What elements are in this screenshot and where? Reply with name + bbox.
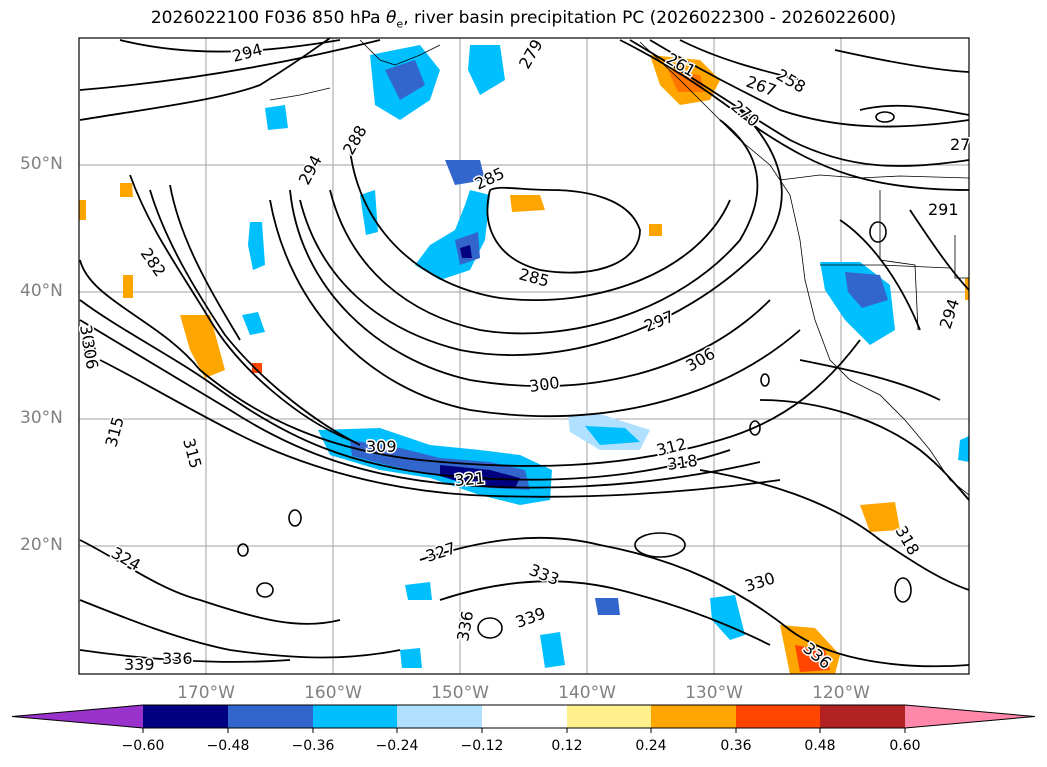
contour-label: 321 <box>454 468 486 490</box>
contour-label: 27 <box>950 135 970 154</box>
title-rest: , river basin precipitation PC (20260223… <box>403 8 897 28</box>
map-title: 2026022100 F036 850 hPa θe, river basin … <box>0 8 1047 30</box>
colorbar-bin <box>313 705 397 728</box>
colorbar-extend-low <box>12 705 143 728</box>
graticule <box>79 38 969 674</box>
colorbar-bin <box>651 705 736 728</box>
theta-e-contours <box>79 38 969 668</box>
colorbar-tick-label: 0.60 <box>889 738 921 754</box>
contour-label: 309 <box>366 437 397 456</box>
title-symbol: θ <box>386 8 397 28</box>
colorbar-bin <box>736 705 820 728</box>
colorbar-extend-high <box>905 705 1035 728</box>
colorbar-tick-label: 0.48 <box>804 738 836 754</box>
title-subscript: e <box>396 17 404 31</box>
lon-label-130w: 130°W <box>685 683 743 703</box>
lat-label-50n: 50°N <box>20 154 63 174</box>
colorbar-bin <box>228 705 313 728</box>
colorbar-tick-label: 0.36 <box>720 738 752 754</box>
colorbar-tick-label: −0.48 <box>206 738 250 754</box>
lon-label-150w: 150°W <box>431 683 489 703</box>
colorbar-tick-label: −0.12 <box>460 738 504 754</box>
lon-label-170w: 170°W <box>177 683 235 703</box>
colorbar-bin <box>567 705 651 728</box>
map-frame <box>78 37 970 675</box>
lat-label-40n: 40°N <box>20 281 63 301</box>
colorbar-bin <box>482 705 567 728</box>
small-contour-cells <box>237 111 912 639</box>
colorbar-tick-label: −0.36 <box>291 738 335 754</box>
lon-label-120w: 120°W <box>812 683 870 703</box>
colorbar <box>11 704 1036 733</box>
title-main: 2026022100 F036 850 hPa <box>150 8 386 28</box>
colorbar-bin <box>397 705 482 728</box>
colorbar-tick-label: 0.24 <box>635 738 667 754</box>
lon-label-160w: 160°W <box>304 683 362 703</box>
lat-label-30n: 30°N <box>20 408 63 428</box>
colorbar-tick-label: −0.24 <box>375 738 419 754</box>
contour-label: 291 <box>928 200 959 219</box>
precip-negative-areas <box>242 45 969 668</box>
contour-label: 336 <box>162 649 193 668</box>
contour-label: 339 <box>124 655 155 674</box>
colorbar-bin <box>820 705 905 728</box>
colorbar-tick-label: 0.12 <box>551 738 583 754</box>
colorbar-tick-label: −0.60 <box>121 738 165 754</box>
lon-label-140w: 140°W <box>558 683 616 703</box>
lat-label-20n: 20°N <box>20 535 63 555</box>
coastlines <box>269 39 969 496</box>
colorbar-bin <box>143 705 228 728</box>
precip-positive-areas <box>79 55 969 674</box>
